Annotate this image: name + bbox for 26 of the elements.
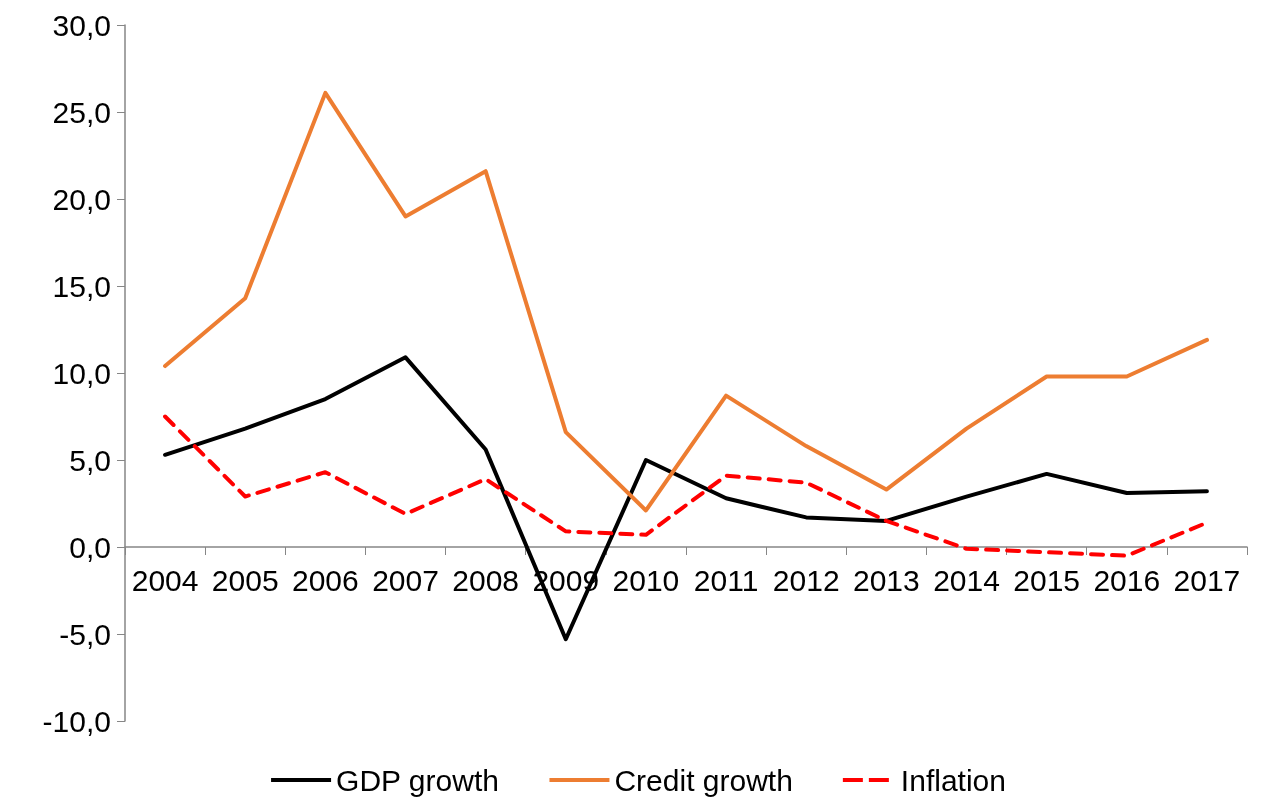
y-tick-label: 15,0: [52, 269, 111, 303]
y-tick-label: -10,0: [42, 704, 111, 738]
line-series: [163, 90, 1209, 513]
x-tick-label: 2015: [1013, 563, 1081, 597]
x-tick-label: 2014: [933, 563, 1000, 597]
x-tick-label: 2017: [1173, 563, 1241, 597]
x-tick-label: 2013: [852, 563, 920, 597]
legend-label: GDP growth: [336, 763, 499, 797]
y-tick-label: 0,0: [69, 530, 111, 564]
x-tick-label: 2004: [131, 563, 199, 597]
x-tick-label: 2008: [452, 563, 520, 597]
x-tick-label: 2016: [1093, 563, 1161, 597]
y-tick-label: -5,0: [59, 617, 111, 651]
legend-label: Credit growth: [614, 763, 793, 797]
x-tick-label: 2007: [372, 563, 439, 597]
y-tick-label: 25,0: [52, 95, 111, 129]
x-tick-label: 2010: [612, 563, 680, 597]
y-tick-label: 10,0: [52, 356, 111, 390]
y-tick-label: 20,0: [52, 182, 111, 216]
x-tick-label: 2011: [693, 563, 759, 597]
x-tick-label: 2005: [211, 563, 279, 597]
x-tick-label: 2012: [772, 563, 840, 597]
x-tick-label: 2006: [291, 563, 359, 597]
legend-label: Inflation: [900, 763, 1006, 797]
y-tick-label: 30,0: [52, 8, 111, 42]
y-tick-label: 5,0: [69, 443, 111, 477]
